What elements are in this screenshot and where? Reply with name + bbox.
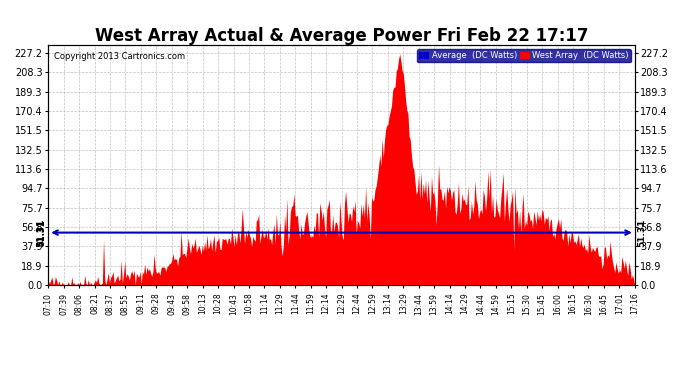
Title: West Array Actual & Average Power Fri Feb 22 17:17: West Array Actual & Average Power Fri Fe… bbox=[95, 27, 589, 45]
Text: Copyright 2013 Cartronics.com: Copyright 2013 Cartronics.com bbox=[55, 52, 186, 61]
Text: 51.31: 51.31 bbox=[37, 218, 46, 247]
Legend: Average  (DC Watts), West Array  (DC Watts): Average (DC Watts), West Array (DC Watts… bbox=[417, 49, 631, 62]
Text: 51.31: 51.31 bbox=[37, 219, 46, 246]
Text: 51.31: 51.31 bbox=[638, 218, 647, 247]
